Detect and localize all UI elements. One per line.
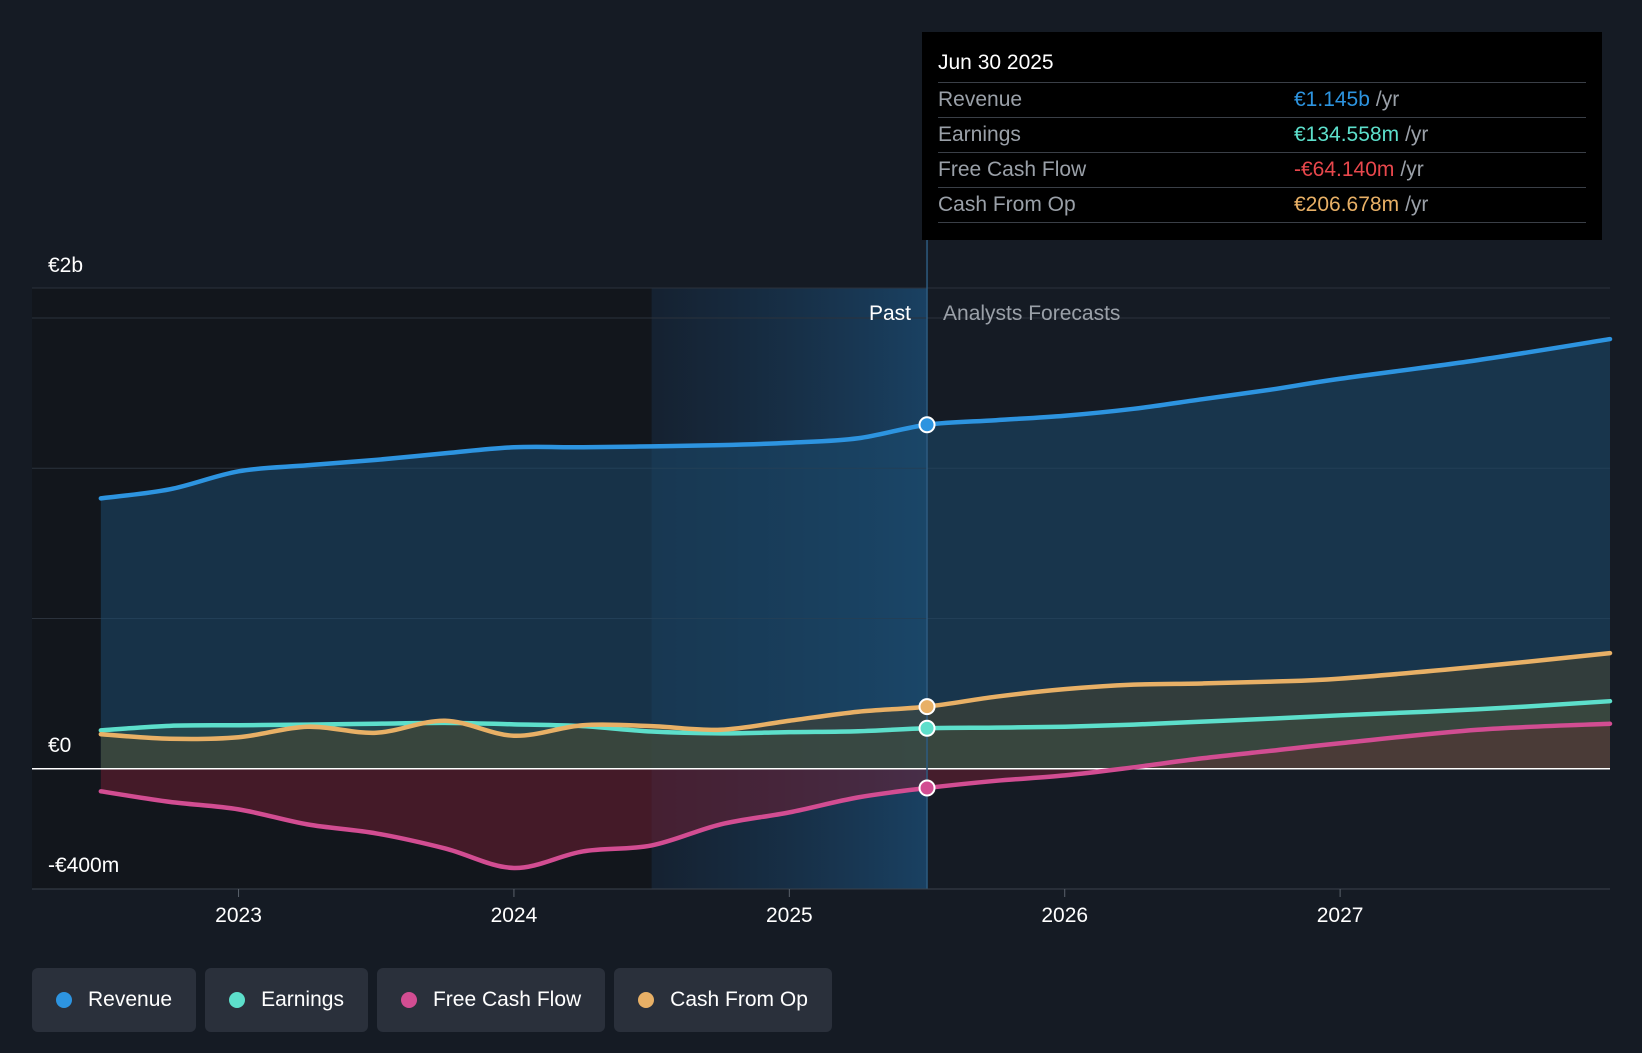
- legend: Revenue Earnings Free Cash Flow Cash Fro…: [32, 968, 832, 1032]
- series-line-revenue: [98, 336, 1613, 501]
- series-area-revenue: [100, 339, 1611, 769]
- forecast-label: Analysts Forecasts: [943, 302, 1120, 325]
- tooltip-value: €1.145b: [1294, 88, 1370, 111]
- point-marker-revenue: [918, 416, 936, 434]
- legend-item-earnings[interactable]: Earnings: [205, 968, 368, 1032]
- x-tick-label: 2024: [491, 904, 538, 927]
- tooltip-row-cash-from-op: Cash From Op €206.678m/yr: [938, 188, 1586, 223]
- tooltip-label: Revenue: [938, 88, 1023, 111]
- x-tick-label: 2023: [215, 904, 262, 927]
- tooltip-unit: /yr: [1405, 123, 1429, 146]
- series-area-cash-from-op: [100, 653, 1611, 769]
- legend-dot-icon: [638, 992, 655, 1008]
- tooltip-value: €134.558m: [1294, 123, 1400, 146]
- tooltip-label: Earnings: [938, 123, 1021, 146]
- legend-label: Earnings: [261, 988, 344, 1011]
- legend-label: Free Cash Flow: [432, 988, 582, 1011]
- x-tick-label: 2026: [1041, 904, 1088, 927]
- y-tick-label: €2b: [48, 254, 83, 277]
- tooltip-label: Cash From Op: [938, 193, 1076, 216]
- tooltip: Jun 30 2025 Revenue €1.145b/yr Earnings …: [922, 32, 1602, 240]
- tooltip-label: Free Cash Flow: [938, 158, 1087, 181]
- x-tick-label: 2025: [766, 904, 813, 927]
- y-tick-label: €0: [48, 734, 71, 757]
- series-line-earnings: [98, 698, 1613, 736]
- tooltip-unit: /yr: [1375, 88, 1400, 111]
- legend-label: Cash From Op: [670, 988, 808, 1011]
- legend-item-revenue[interactable]: Revenue: [32, 968, 197, 1032]
- point-marker-cash-from-op: [918, 698, 936, 716]
- tooltip-unit: /yr: [1400, 158, 1424, 181]
- tooltip-unit: /yr: [1405, 193, 1429, 216]
- tooltip-value: €206.678m: [1294, 193, 1400, 216]
- tooltip-row-revenue: Revenue €1.145b/yr: [938, 83, 1586, 118]
- legend-dot-icon: [56, 992, 72, 1008]
- legend-dot-icon: [229, 992, 246, 1008]
- tooltip-row-free-cash-flow: Free Cash Flow -€64.140m/yr: [938, 153, 1586, 188]
- y-tick-label: -€400m: [48, 854, 119, 877]
- x-tick-label: 2027: [1317, 904, 1364, 927]
- tooltip-row-earnings: Earnings €134.558m/yr: [938, 118, 1586, 153]
- legend-label: Revenue: [88, 988, 173, 1011]
- legend-dot-icon: [400, 992, 417, 1008]
- legend-item-free-cash-flow[interactable]: Free Cash Flow: [376, 968, 606, 1032]
- legend-item-cash-from-op[interactable]: Cash From Op: [614, 968, 832, 1032]
- past-label: Past: [869, 302, 911, 325]
- tooltip-date: Jun 30 2025: [938, 48, 1586, 83]
- point-marker-free-cash-flow: [918, 779, 936, 797]
- point-marker-earnings: [918, 719, 936, 737]
- series-line-cash-from-op: [98, 650, 1613, 742]
- tooltip-value: -€64.140m: [1294, 158, 1395, 181]
- series-line-free-cash-flow: [98, 721, 1613, 871]
